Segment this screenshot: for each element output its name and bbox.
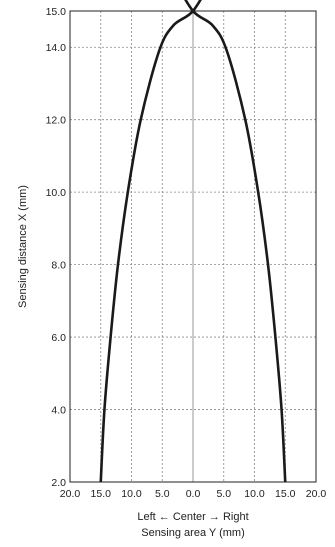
y-tick-label: 14.0 (46, 42, 67, 54)
y-tick-label: 4.0 (51, 405, 66, 417)
y-tick-label: 12.0 (46, 115, 67, 127)
x-tick-label: 15.0 (91, 488, 112, 500)
x-tick-label: 20.0 (306, 488, 327, 500)
x-tick-label: 15.0 (275, 488, 296, 500)
x-tick-label: 10.0 (244, 488, 265, 500)
x-tick-label: 10.0 (121, 488, 142, 500)
y-tick-label: 10.0 (46, 187, 67, 199)
x-tick-label: 5.0 (216, 488, 231, 500)
sensing-curve-2 (184, 0, 287, 483)
x-tick-label: 5.0 (155, 488, 170, 500)
y-tick-labels: 2.0 4.0 6.0 8.0 10.0 12.0 14.0 15.0 (46, 6, 67, 489)
sensing-curves (99, 0, 287, 483)
y-tick-label: 6.0 (51, 332, 66, 344)
x-tick-labels: 20.0 15.0 10.0 5.0 0.0 5.0 10.0 15.0 20.0 (60, 488, 327, 500)
x-axis-label-line2: Sensing area Y (mm) (141, 527, 245, 539)
x-tick-label: 20.0 (60, 488, 81, 500)
plot-frame (69, 10, 317, 483)
y-tick-label: 15.0 (46, 6, 67, 18)
y-tick-label: 2.0 (51, 477, 66, 489)
x-axis-label-line1: Left ← Center → Right (137, 511, 248, 523)
sensing-curve-1 (99, 0, 202, 483)
y-axis-label: Sensing distance X (mm) (17, 185, 29, 308)
y-tick-label: 8.0 (51, 260, 66, 272)
x-tick-label: 0.0 (186, 488, 201, 500)
